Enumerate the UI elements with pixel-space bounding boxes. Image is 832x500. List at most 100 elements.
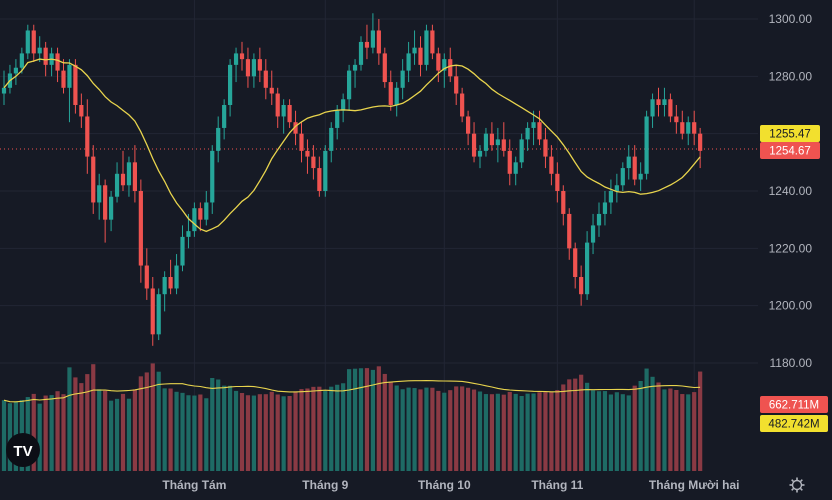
candle-body [186, 231, 191, 237]
volume-bar [448, 390, 453, 471]
volume-bar [602, 391, 608, 471]
logo-text: TV [13, 443, 32, 460]
volume-bar [400, 389, 405, 471]
candle-body [466, 116, 471, 134]
volume-bar [150, 363, 155, 471]
volume-bar [287, 396, 292, 471]
volume-bar [656, 382, 661, 471]
candle-body [543, 139, 548, 157]
volume-bar [222, 385, 227, 471]
candle-body [430, 30, 435, 54]
volume-bar [698, 371, 703, 471]
candle-body [424, 30, 429, 65]
candle-body [477, 150, 483, 157]
month-label: Tháng 9 [302, 478, 348, 492]
volume-bar [210, 378, 215, 471]
candle-body [329, 127, 334, 151]
volume-bar [561, 384, 566, 471]
candle-body [114, 173, 120, 197]
candle-body [644, 116, 649, 174]
volume-bar [91, 364, 96, 471]
price-tick-label: 1200.00 [769, 299, 813, 313]
time-axis[interactable]: Tháng Tám Tháng 9 Tháng 10 Tháng 11 Tháng Mư… [162, 478, 739, 492]
volume-bar [555, 390, 560, 471]
volume-bar [436, 390, 441, 471]
price-tick-label: 1240.00 [769, 184, 813, 198]
volume-bar [358, 368, 364, 471]
price-tick-label: 1300.00 [769, 12, 813, 26]
candle-body [120, 173, 126, 186]
candle-body [222, 105, 227, 128]
candle-body [43, 47, 48, 65]
candle-body [341, 99, 346, 111]
candle-body [323, 150, 328, 191]
candle-body [638, 173, 643, 180]
candle-body [281, 105, 286, 117]
volume-bar [620, 394, 625, 471]
volume-bar [180, 392, 185, 471]
price-axis[interactable]: 1300.001280.001260.001240.001220.001200.… [769, 12, 813, 370]
volume-bar [162, 388, 167, 471]
candle-body [25, 30, 30, 54]
volume-bar [537, 392, 542, 471]
volume-bar [590, 390, 596, 471]
candle-body [275, 93, 280, 117]
candle-body [573, 248, 578, 277]
volume-bar [347, 369, 352, 471]
price-candles [1, 13, 703, 346]
candle-body [358, 41, 364, 65]
volume-bar [323, 391, 328, 471]
volume-bar [430, 387, 435, 471]
candle-body [233, 53, 239, 65]
candle-body [531, 122, 536, 128]
candle-body [13, 67, 18, 74]
month-label: Tháng Tám [162, 478, 226, 492]
candle-body [335, 110, 340, 128]
gear-icon[interactable] [789, 477, 805, 493]
volume-bars [1, 363, 703, 471]
volume-bar [233, 390, 239, 471]
volume-bar [317, 386, 322, 471]
candle-body [19, 53, 24, 68]
volume-bar [55, 391, 60, 471]
volume-bar [531, 393, 536, 471]
candle-body [418, 47, 423, 65]
candle-body [168, 277, 173, 289]
volume-bar [97, 389, 102, 471]
volume-bar [168, 388, 173, 471]
candle-body [454, 76, 459, 94]
candle-body [549, 156, 554, 174]
volume-bar [519, 396, 524, 471]
volume-bar [382, 373, 387, 471]
month-label: Tháng Mười hai [649, 478, 740, 492]
candle-body [317, 168, 322, 191]
volume-bar [370, 369, 375, 471]
candle-body [525, 127, 530, 140]
candle-body [132, 162, 137, 191]
volume-bar [406, 387, 411, 471]
volume-bar [49, 395, 54, 471]
volume-bar [483, 394, 489, 471]
candle-body [674, 116, 679, 123]
candle-body [91, 156, 96, 203]
volume-bar [686, 394, 691, 471]
candle-body [555, 173, 560, 191]
candle-body [138, 191, 143, 266]
tradingview-logo[interactable]: TV [6, 433, 40, 467]
candle-body [210, 150, 215, 203]
volume-bar [412, 388, 417, 471]
candle-body [680, 122, 685, 134]
volume-bar [293, 391, 298, 471]
volume-bar [644, 368, 649, 471]
volume-bar [245, 395, 251, 471]
candle-body [382, 53, 387, 83]
volume-bar [662, 389, 667, 471]
candle-body [85, 116, 90, 157]
candle-body [192, 208, 197, 232]
volume-bar [269, 391, 274, 471]
candle-body [692, 122, 697, 134]
volume-bar [495, 393, 500, 471]
volume-bar [138, 376, 143, 471]
candle-body [698, 133, 703, 151]
